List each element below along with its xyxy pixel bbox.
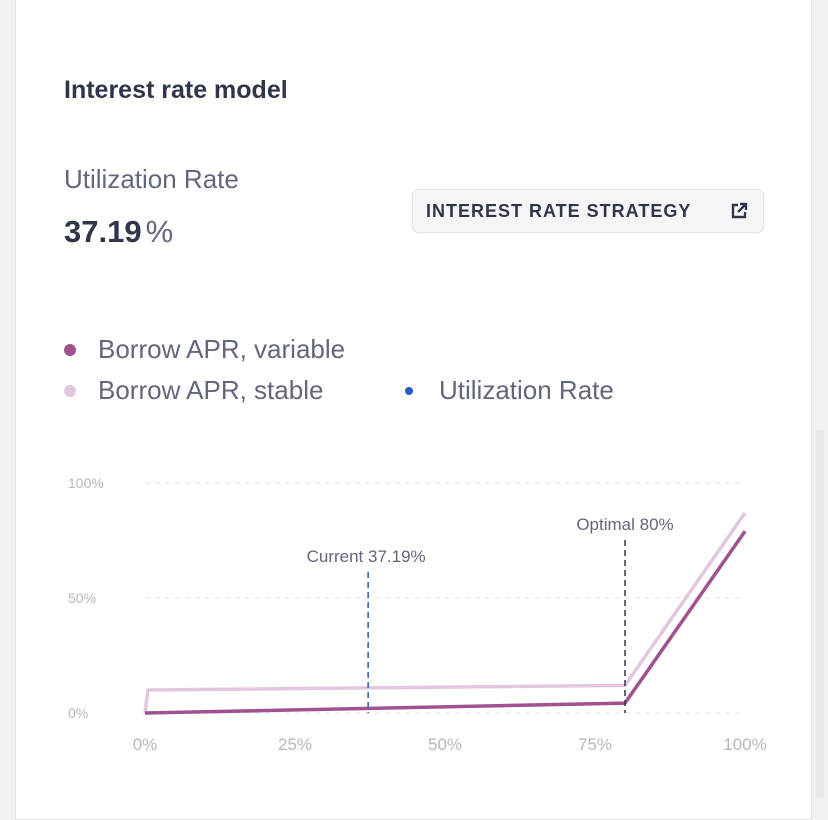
legend-item-stable: Borrow APR, stable: [64, 375, 323, 406]
x-tick-label: 25%: [278, 735, 312, 754]
section-title: Interest rate model: [64, 76, 288, 104]
interest-rate-chart: 0% 50% 100% 0% 25% 50% 75% 100% Current 37.19% Op…: [68, 475, 767, 754]
legend-label: Borrow APR, stable: [98, 375, 324, 405]
legend-item-variable: Borrow APR, variable: [64, 334, 345, 365]
y-tick-label: 50%: [68, 590, 96, 606]
legend-dot: [405, 386, 413, 395]
legend-label: Utilization Rate: [439, 375, 614, 405]
button-label: INTEREST RATE STRATEGY: [426, 200, 692, 221]
scrollbar[interactable]: [816, 430, 824, 798]
y-tick-label: 0%: [68, 705, 88, 721]
x-tick-label: 50%: [428, 735, 462, 754]
interest-rate-strategy-button[interactable]: INTEREST RATE STRATEGY: [412, 189, 764, 233]
legend-item-utilization: Utilization Rate: [405, 375, 614, 406]
x-tick-label: 0%: [133, 735, 158, 754]
external-link-icon: [731, 202, 748, 219]
utilization-label: Utilization Rate: [64, 164, 239, 194]
series-line-borrow-apr-stable: [143, 511, 747, 714]
utilization-number: 37.19: [64, 214, 142, 249]
annotation-label: Optimal 80%: [576, 515, 673, 534]
annotation-label: Current 37.19%: [307, 547, 426, 566]
legend-dot: [64, 343, 76, 356]
legend-label: Borrow APR, variable: [98, 334, 346, 364]
legend-dot: [64, 384, 76, 397]
x-tick-label: 75%: [578, 735, 612, 754]
x-tick-label: 100%: [723, 735, 766, 754]
y-tick-label: 100%: [68, 475, 104, 491]
utilization-unit: %: [145, 214, 174, 249]
interest-rate-card: [15, 0, 812, 820]
utilization-value: 37.19%: [64, 214, 173, 250]
